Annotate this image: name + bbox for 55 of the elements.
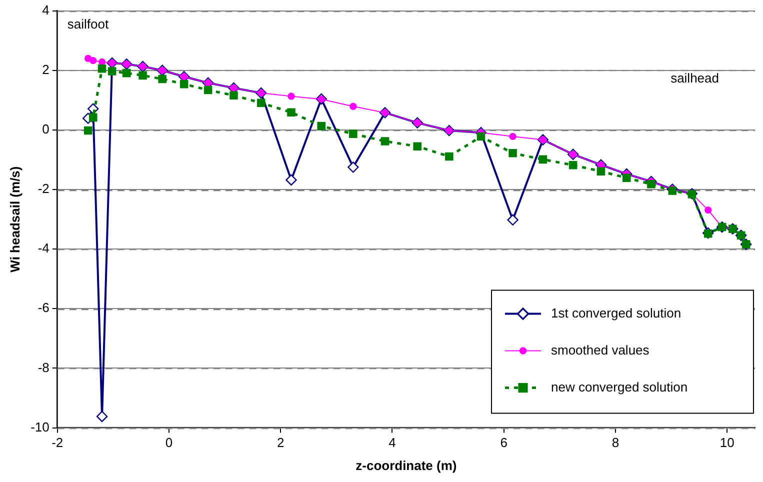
point [568, 160, 578, 170]
x-axis-title: z-coordinate (m) [356, 458, 457, 473]
point [90, 56, 97, 64]
point [348, 162, 359, 173]
point [96, 410, 108, 422]
legend-label: smoothed values [551, 342, 650, 358]
y-tick-label: 2 [42, 62, 50, 77]
point [704, 206, 712, 214]
legend-label: 1st converged solution [551, 305, 682, 320]
point [180, 80, 188, 88]
point [122, 68, 131, 78]
point [98, 64, 106, 73]
point [88, 113, 98, 122]
point [108, 67, 116, 76]
x-tick-label: 2 [277, 435, 284, 450]
point [158, 74, 166, 84]
point [230, 91, 238, 100]
y-tick-label: -4 [38, 240, 50, 256]
point [287, 108, 296, 117]
x-tick-label: 0 [165, 435, 173, 450]
point [286, 174, 297, 186]
point [508, 149, 517, 158]
point [413, 142, 422, 150]
x-tick-label: 8 [612, 435, 620, 450]
point [84, 126, 92, 135]
point [538, 155, 548, 164]
y-tick-label: 0 [42, 122, 50, 137]
x-tick-label: -2 [52, 435, 64, 450]
point [256, 98, 266, 107]
point [350, 102, 357, 110]
point [204, 86, 212, 94]
y-axis-title: Wi headsail (m/s) [7, 166, 22, 272]
y-tick-label: 4 [42, 2, 50, 18]
point [288, 92, 295, 100]
point [596, 167, 606, 176]
point [317, 122, 326, 130]
legend-label: new converged solution [551, 379, 688, 394]
y-tick-label: -10 [30, 419, 50, 434]
x-tick-label: 4 [388, 435, 396, 450]
point [445, 152, 454, 161]
x-tick-label: 6 [500, 435, 508, 450]
point [507, 214, 518, 226]
point [138, 71, 147, 80]
point [349, 130, 358, 138]
annotation: sailhead [670, 70, 719, 86]
y-tick-label: -8 [38, 360, 50, 375]
point [380, 137, 390, 146]
y-tick-label: -2 [38, 181, 50, 196]
y-tick-label: -6 [38, 300, 50, 316]
point [647, 180, 656, 188]
point [476, 132, 486, 141]
x-tick-label: 10 [720, 435, 734, 450]
point [622, 174, 631, 182]
annotation: sailfoot [67, 16, 109, 32]
point [509, 132, 516, 140]
